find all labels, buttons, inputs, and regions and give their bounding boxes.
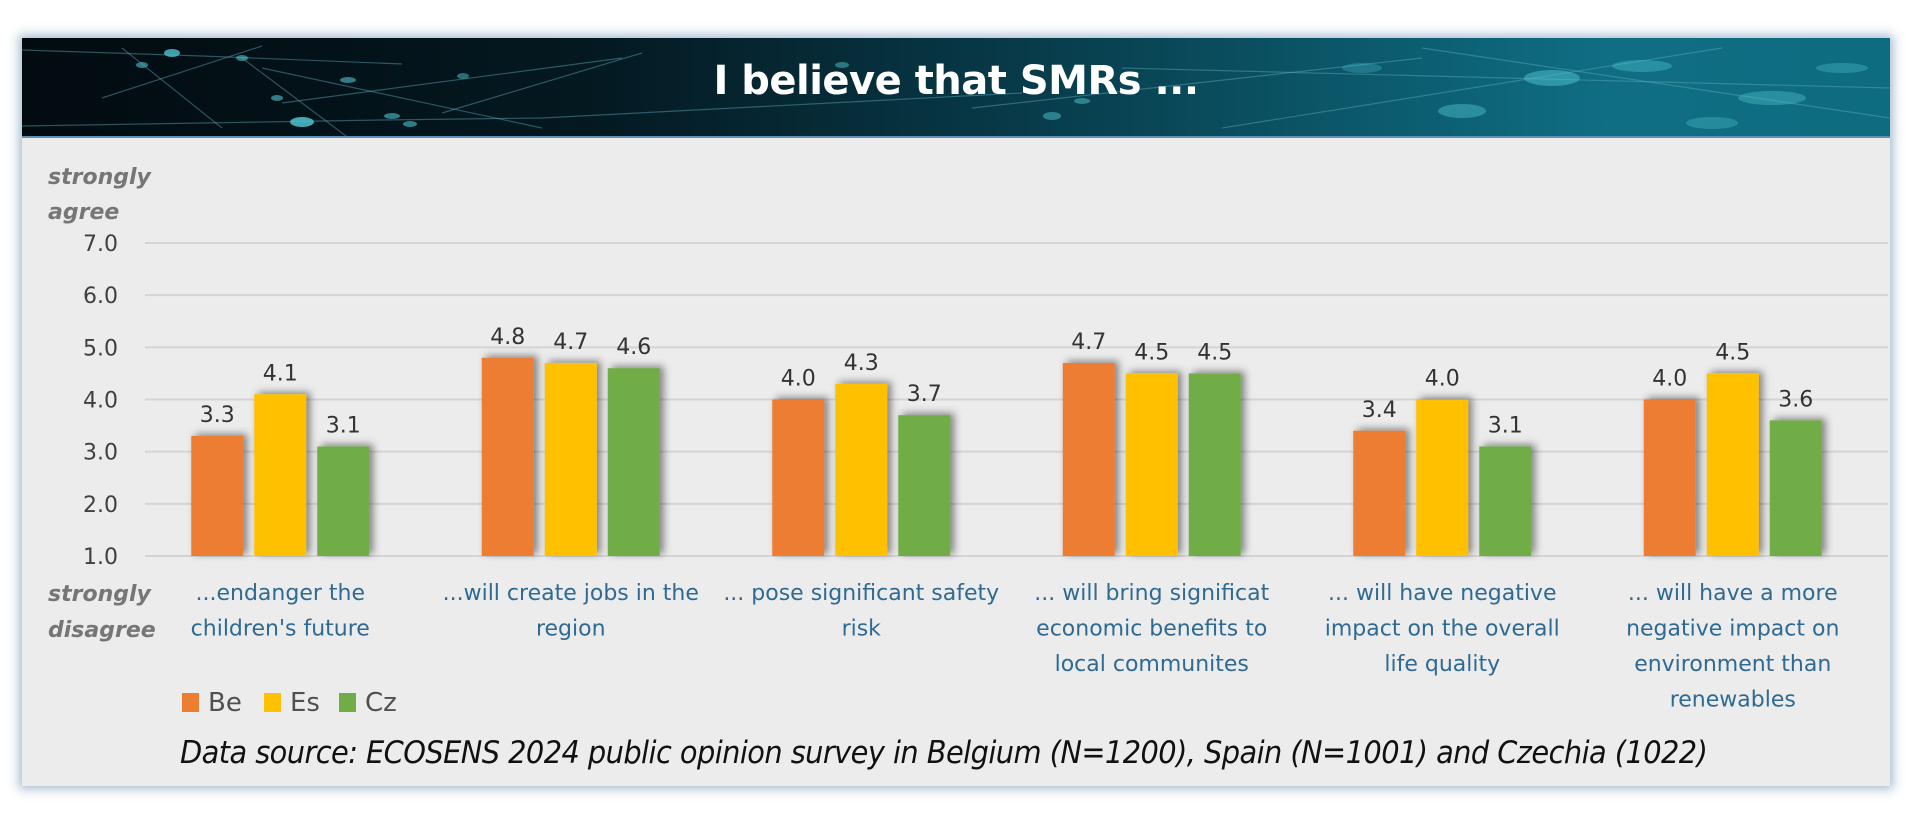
legend-label-cz: Cz (365, 688, 397, 718)
chart-frame: I believe that SMRs ... (22, 38, 1890, 786)
category-label-6-line-2: negative impact on (1626, 617, 1839, 642)
data-label-cz-4: 4.5 (1197, 340, 1232, 365)
data-label-cz-2: 4.6 (616, 335, 651, 360)
bar-be-3 (772, 399, 825, 556)
data-label-es-6: 4.5 (1715, 340, 1750, 365)
bar-es-2 (544, 362, 597, 556)
y-tick-label: 2.0 (83, 493, 118, 518)
data-label-es-4: 4.5 (1134, 340, 1169, 365)
category-label-1-line-1: ...endanger the (196, 581, 366, 606)
bar-cz-3 (898, 415, 951, 556)
category-label-2-line-1: ...will create jobs in the (443, 581, 699, 606)
bar-be-4 (1062, 362, 1115, 556)
data-label-es-5: 4.0 (1425, 367, 1460, 392)
y-bottom-label-line2: disagree (48, 618, 156, 643)
data-source-footnote: Data source: ECOSENS 2024 public opinion… (180, 735, 1708, 771)
network-background-graphic (22, 45, 1890, 136)
y-bottom-label-line1: strongly (48, 582, 153, 607)
category-label-3-line-1: ... pose significant safety (723, 581, 999, 606)
bar-be-6 (1643, 399, 1696, 556)
y-tick-label: 4.0 (83, 389, 118, 414)
bar-be-5 (1353, 430, 1406, 556)
bar-cz-1 (317, 446, 370, 556)
title-banner: I believe that SMRs ... (22, 38, 1890, 138)
bar-cz-4 (1188, 373, 1241, 556)
data-label-es-1: 4.1 (263, 361, 298, 386)
category-label-5-line-3: life quality (1384, 652, 1500, 677)
data-label-be-5: 3.4 (1362, 398, 1397, 423)
y-tick-label: 6.0 (83, 284, 118, 309)
legend-label-es: Es (290, 688, 320, 718)
legend-swatch-be (182, 693, 199, 712)
data-label-es-2: 4.7 (553, 330, 588, 355)
category-label-2-line-2: region (536, 617, 606, 642)
bar-cz-5 (1479, 446, 1532, 556)
y-top-label-line2: agree (48, 200, 119, 225)
data-label-be-4: 4.7 (1071, 330, 1106, 355)
bar-es-5 (1416, 399, 1469, 556)
y-top-label-line1: strongly (48, 165, 153, 190)
data-labels: 3.3 4.1 3.1 4.8 4.7 4.6 4.0 4.3 3.7 4.7 4.5 4.5 3.4 4… (200, 325, 1814, 439)
category-label-6-line-3: environment than (1634, 652, 1831, 677)
legend: Be Es Cz (182, 688, 397, 718)
data-label-be-6: 4.0 (1652, 367, 1687, 392)
category-label-5-line-1: ... will have negative (1328, 581, 1557, 606)
bar-es-3 (835, 383, 888, 556)
bar-es-4 (1125, 373, 1178, 556)
category-label-5-line-2: impact on the overall (1325, 617, 1560, 642)
category-label-4-line-3: local communites (1055, 652, 1249, 677)
y-tick-label: 7.0 (83, 232, 118, 257)
legend-swatch-es (264, 693, 281, 712)
y-tick-label: 3.0 (83, 441, 118, 466)
gridlines (145, 242, 1888, 557)
category-label-6-line-4: renewables (1670, 688, 1796, 713)
category-label-4-line-1: ... will bring significat (1034, 581, 1269, 606)
bar-cz-6 (1769, 420, 1822, 556)
category-label-3-line-2: risk (842, 617, 882, 642)
data-label-be-1: 3.3 (200, 403, 235, 428)
bar-be-1 (191, 436, 244, 556)
bar-es-6 (1706, 373, 1759, 556)
data-label-cz-5: 3.1 (1488, 413, 1523, 438)
y-axis: 1.0 2.0 3.0 4.0 5.0 6.0 7.0 (83, 232, 118, 570)
chart-title: I believe that SMRs ... (713, 58, 1199, 104)
data-label-es-3: 4.3 (844, 351, 879, 376)
category-label-1-line-2: children's future (191, 617, 370, 642)
bar-es-1 (254, 394, 307, 556)
data-label-be-3: 4.0 (781, 367, 816, 392)
y-tick-label: 5.0 (83, 336, 118, 361)
category-label-4-line-2: economic benefits to (1036, 617, 1267, 642)
bar-cz-2 (607, 368, 660, 556)
data-label-cz-6: 3.6 (1778, 387, 1813, 412)
legend-label-be: Be (208, 688, 242, 718)
data-label-be-2: 4.8 (490, 325, 525, 350)
y-tick-label: 1.0 (83, 545, 118, 570)
data-label-cz-3: 3.7 (907, 382, 942, 407)
bar-be-2 (481, 357, 534, 556)
data-label-cz-1: 3.1 (326, 413, 361, 438)
bars (191, 357, 1822, 556)
category-labels: ...endanger the children's future ...will … (191, 581, 1840, 713)
legend-swatch-cz (339, 693, 356, 712)
category-label-6-line-1: ... will have a more (1628, 581, 1838, 606)
